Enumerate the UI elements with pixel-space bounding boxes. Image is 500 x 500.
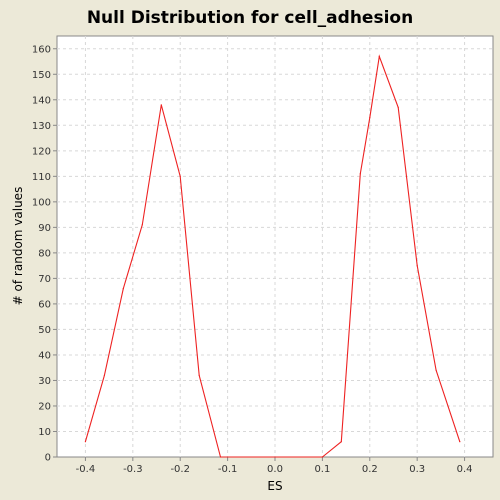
data-point xyxy=(459,441,461,443)
x-tick-label: 0.3 xyxy=(409,464,425,475)
y-tick-label: 0 xyxy=(45,453,51,464)
y-tick-label: 10 xyxy=(38,427,51,438)
data-point xyxy=(359,173,361,175)
y-tick-label: 30 xyxy=(38,376,51,387)
y-tick-label: 50 xyxy=(38,325,51,336)
data-point xyxy=(340,441,342,443)
series-layer xyxy=(84,54,461,458)
x-tick-label: -0.1 xyxy=(218,464,238,475)
data-point xyxy=(160,104,162,106)
data-point xyxy=(179,175,181,177)
x-tick-label: -0.3 xyxy=(123,464,143,475)
y-tick-label: 80 xyxy=(38,248,51,259)
data-point xyxy=(198,374,200,376)
y-tick-label: 40 xyxy=(38,350,51,361)
data-point xyxy=(416,265,418,267)
x-tick-label: -0.4 xyxy=(76,464,96,475)
data-point xyxy=(321,456,323,458)
data-point xyxy=(84,441,86,443)
y-axis-label: # of random values xyxy=(11,187,25,306)
data-point xyxy=(103,374,105,376)
x-axis-label: ES xyxy=(267,479,282,493)
x-tick-label: 0.1 xyxy=(314,464,330,475)
y-tick-label: 150 xyxy=(32,70,51,81)
data-point xyxy=(122,288,124,290)
data-point xyxy=(397,106,399,108)
x-tick-label: 0.2 xyxy=(362,464,378,475)
data-point xyxy=(435,369,437,371)
y-tick-label: 60 xyxy=(38,299,51,310)
x-tick-label: -0.2 xyxy=(170,464,190,475)
data-point xyxy=(141,224,143,226)
data-point xyxy=(219,456,222,458)
grid xyxy=(57,36,493,457)
y-tick-label: 110 xyxy=(32,172,51,183)
y-tick-label: 120 xyxy=(32,146,51,157)
y-tick-label: 100 xyxy=(32,197,51,208)
data-point xyxy=(369,117,371,119)
y-tick-label: 20 xyxy=(38,401,51,412)
x-tick-label: 0.0 xyxy=(267,464,283,475)
data-point xyxy=(378,55,380,58)
y-tick-label: 70 xyxy=(38,274,51,285)
x-tick-label: 0.4 xyxy=(457,464,473,475)
y-tick-label: 90 xyxy=(38,223,51,234)
y-tick-label: 160 xyxy=(32,44,51,55)
chart-title: Null Distribution for cell_adhesion xyxy=(87,8,413,28)
y-tick-label: 130 xyxy=(32,121,51,132)
axes: 0 10 20 30 40 50 60 70 80 90 100 110 120 130 140 150 160… xyxy=(32,44,473,475)
y-tick-label: 140 xyxy=(32,95,51,106)
